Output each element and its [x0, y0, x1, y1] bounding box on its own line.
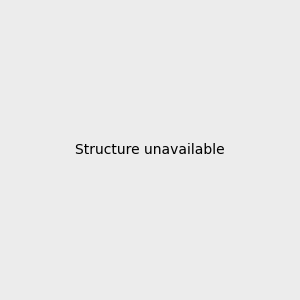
Text: Structure unavailable: Structure unavailable: [75, 143, 225, 157]
